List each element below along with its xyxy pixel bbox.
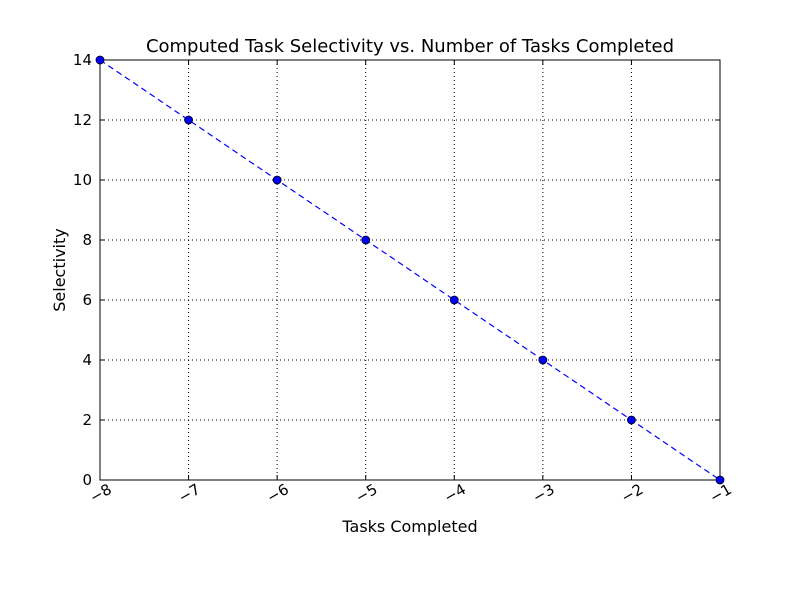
y-tick-label: 12 [73,111,92,129]
plot-area-frame [99,59,721,481]
y-tick-label: 6 [82,291,92,309]
data-point [627,415,636,425]
data-point [449,295,459,305]
grid [100,60,720,480]
x-tick-label: −4 [441,480,469,507]
x-tick-label: −6 [264,480,292,507]
data-point [95,55,105,65]
x-tick-label: −2 [618,480,646,507]
data-point [715,475,725,485]
x-tick-label: −3 [529,480,557,507]
y-tick-label: 4 [82,351,92,369]
x-axis-label: Tasks Completed [341,517,477,536]
x-tick-label: −5 [352,480,380,507]
y-axis-label: Selectivity [50,228,69,311]
series-line [99,59,721,481]
series-layer [95,55,725,485]
data-point [361,235,371,245]
y-tick-label: 8 [82,231,92,249]
y-tick-label: 10 [73,171,92,189]
data-point [538,355,548,365]
y-tick-label: 2 [82,411,92,429]
data-point [184,115,193,125]
y-tick-label: 14 [73,51,92,69]
chart-title: Computed Task Selectivity vs. Number of … [146,36,674,57]
data-point [272,175,282,185]
y-tick-label: 0 [82,471,92,489]
x-tick-label: −1 [707,480,735,507]
x-tick-label: −7 [175,480,203,507]
